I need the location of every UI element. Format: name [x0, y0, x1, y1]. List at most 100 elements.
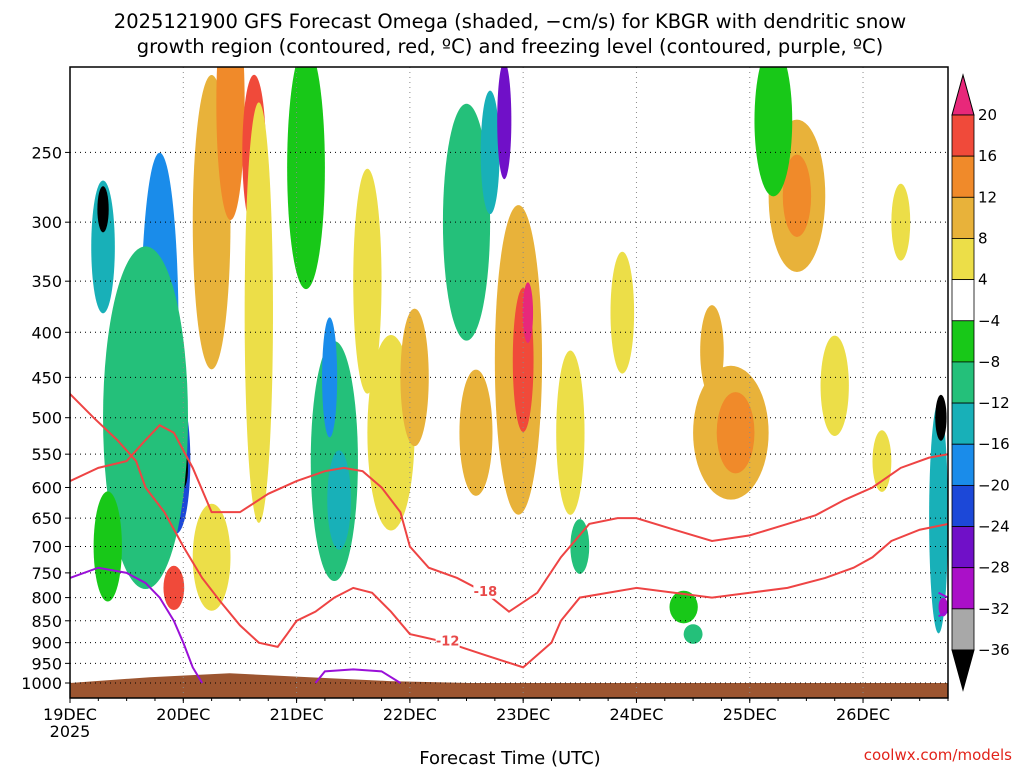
contour-label: -18 [474, 585, 498, 600]
x-tick-label: 25DEC [723, 705, 777, 724]
x-tick-label: 21DEC [270, 705, 324, 724]
colorbar-swatch [951, 279, 975, 322]
y-tick-label: 1000 [21, 674, 62, 693]
colorbar-label: −36 [978, 641, 1010, 659]
y-tick-label: 850 [31, 612, 62, 631]
colorbar-label: −8 [978, 353, 1000, 371]
y-tick-label: 350 [31, 272, 62, 291]
colorbar-label: −12 [978, 394, 1010, 412]
omega-blob [522, 282, 534, 343]
plot-frame [69, 66, 949, 699]
colorbar-swatch [951, 320, 975, 363]
colorbar-label: −28 [978, 559, 1010, 577]
omega-blob [400, 308, 429, 447]
omega-blob [669, 590, 698, 624]
omega-blob [163, 565, 185, 610]
colorbar-label: −20 [978, 476, 1010, 494]
omega-blob [322, 317, 338, 438]
freezing-contour [938, 591, 948, 618]
omega-blob [497, 67, 512, 180]
omega-blob [782, 154, 812, 237]
colorbar-swatch [951, 238, 975, 281]
y-tick-label: 550 [31, 445, 62, 464]
omega-blob [570, 519, 590, 574]
y-tick-label: 750 [31, 564, 62, 583]
chart-title-line2: growth region (contoured, red, ºC) and f… [137, 35, 884, 58]
credit-text: coolwx.com/models [864, 746, 1012, 764]
grid [69, 67, 948, 698]
freezing-contour [314, 668, 401, 684]
omega-blob [556, 350, 585, 515]
y-tick-label: 400 [31, 323, 62, 342]
contour-label: -12 [436, 635, 460, 650]
colorbar-swatch [951, 196, 975, 239]
dgz-contour [70, 424, 948, 613]
colorbar-bottom-arrow [951, 649, 975, 692]
colorbar-label: 20 [978, 106, 997, 124]
contour-label-bg [473, 583, 498, 599]
colorbar-label: 8 [978, 229, 988, 247]
x-tick-label: 19DEC [43, 705, 97, 724]
x-tick-label: 20DEC [156, 705, 210, 724]
colorbar-swatch [951, 608, 975, 651]
colorbar-label: 12 [978, 188, 997, 206]
contour-label-bg [435, 633, 460, 649]
omega-blob [327, 450, 351, 550]
omega-blob [287, 67, 325, 290]
y-tick-label: 900 [31, 634, 62, 653]
omega-blob [459, 369, 493, 496]
omega-blob [716, 392, 755, 474]
y-axis: 250 300 350 400 450 500 550 600 650 700 750 800 850 9… [21, 143, 70, 693]
omega-blob [442, 103, 491, 341]
x-tick-label: 24DEC [609, 705, 663, 724]
x-tick-label: 22DEC [383, 705, 437, 724]
y-tick-label: 800 [31, 589, 62, 608]
freezing-contour [70, 566, 204, 684]
omega-blob [353, 168, 382, 394]
colorbar-swatch [951, 114, 975, 157]
y-tick-label: 650 [31, 509, 62, 528]
colorbar-swatch [951, 155, 975, 198]
omega-blob [93, 491, 122, 602]
colorbar-top-arrow [951, 73, 975, 116]
dgz-contour [70, 393, 948, 669]
colorbar-swatch [951, 402, 975, 445]
y-tick-label: 950 [31, 654, 62, 673]
omega-blob [754, 67, 793, 197]
colorbar: 20 16 12 8 4 −4 −8 −12 −16 −20 −24 −28 −32 −36 [951, 73, 1010, 692]
y-tick-label: 250 [31, 143, 62, 162]
y-tick-label: 450 [31, 368, 62, 387]
colorbar-label: −4 [978, 312, 1000, 330]
omega-blob [683, 624, 703, 644]
omega-blob [244, 102, 273, 523]
omega-blob [938, 597, 948, 617]
omega-blob [216, 67, 245, 220]
x-axis-label: Forecast Time (UTC) [419, 748, 600, 768]
colorbar-swatch [951, 361, 975, 404]
contour-labels: -18 -12 [435, 583, 498, 650]
x-tick-label: 23DEC [496, 705, 550, 724]
chart-title-line1: 2025121900 GFS Forecast Omega (shaded, −… [114, 10, 906, 33]
colorbar-label: 4 [978, 271, 988, 289]
omega-blob [91, 180, 115, 314]
omega-blob [97, 186, 109, 233]
colorbar-label: 16 [978, 147, 997, 165]
colorbar-label: −32 [978, 600, 1010, 618]
y-tick-label: 500 [31, 409, 62, 428]
omega-blob [820, 335, 849, 436]
colorbar-swatch [951, 443, 975, 486]
y-tick-label: 600 [31, 478, 62, 497]
omega-blob [929, 402, 948, 634]
terrain-area [70, 673, 948, 698]
contours [70, 393, 948, 684]
terrain [70, 673, 948, 698]
colorbar-label: −24 [978, 518, 1010, 536]
omega-blob [610, 251, 635, 374]
colorbar-swatch [951, 484, 975, 527]
colorbar-swatch [951, 526, 975, 569]
y-tick-label: 700 [31, 537, 62, 556]
x-tick-sublabel: 2025 [50, 722, 91, 741]
omega-blob [700, 305, 724, 397]
